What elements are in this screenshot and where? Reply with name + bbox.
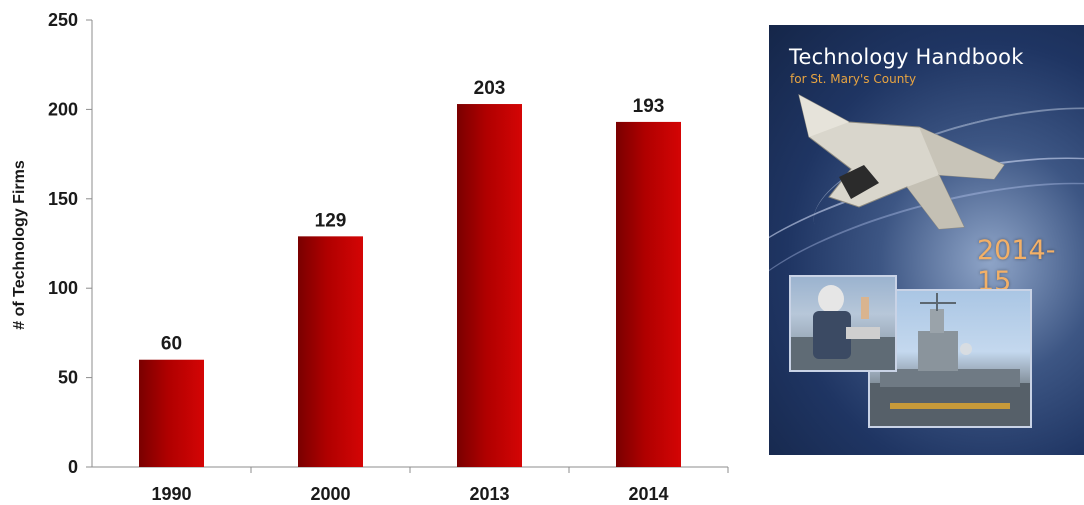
cover-year: 2014-15 [977,235,1056,297]
pilot-photo [789,275,897,372]
drone-illustration [798,94,1005,230]
x-tick-label-2014: 2014 [628,484,668,504]
y-tick-label: 50 [58,368,78,388]
y-axis-title: # of Technology Firms [11,160,28,330]
handbook-cover-image: Technology Handbook for St. Mary's Count… [769,25,1084,455]
data-label-1990: 60 [161,334,182,355]
bar-1990 [139,359,204,467]
y-tick-label: 200 [48,99,78,119]
x-tick-label-2000: 2000 [310,484,350,504]
bar-2013 [457,104,522,467]
bar-2000 [298,236,363,467]
data-label-2013: 203 [474,78,506,99]
y-tick-label: 100 [48,278,78,298]
x-tick-label-2013: 2013 [469,484,509,504]
y-tick-label: 250 [48,10,78,30]
cover-title: Technology Handbook [789,45,1024,69]
y-tick-label: 0 [68,457,78,477]
x-tick-label-1990: 1990 [151,484,191,504]
y-tick-label: 150 [48,189,78,209]
data-label-2000: 129 [315,210,347,231]
bar-chart: 0 50 100 150 200 250 60 1990 129 2000 203 2013 193 2… [11,10,729,504]
cover-subtitle: for St. Mary's County [790,72,917,86]
data-label-2014: 193 [633,96,665,117]
bar-2014 [616,121,681,467]
aircraft-carrier-photo [868,289,1032,428]
